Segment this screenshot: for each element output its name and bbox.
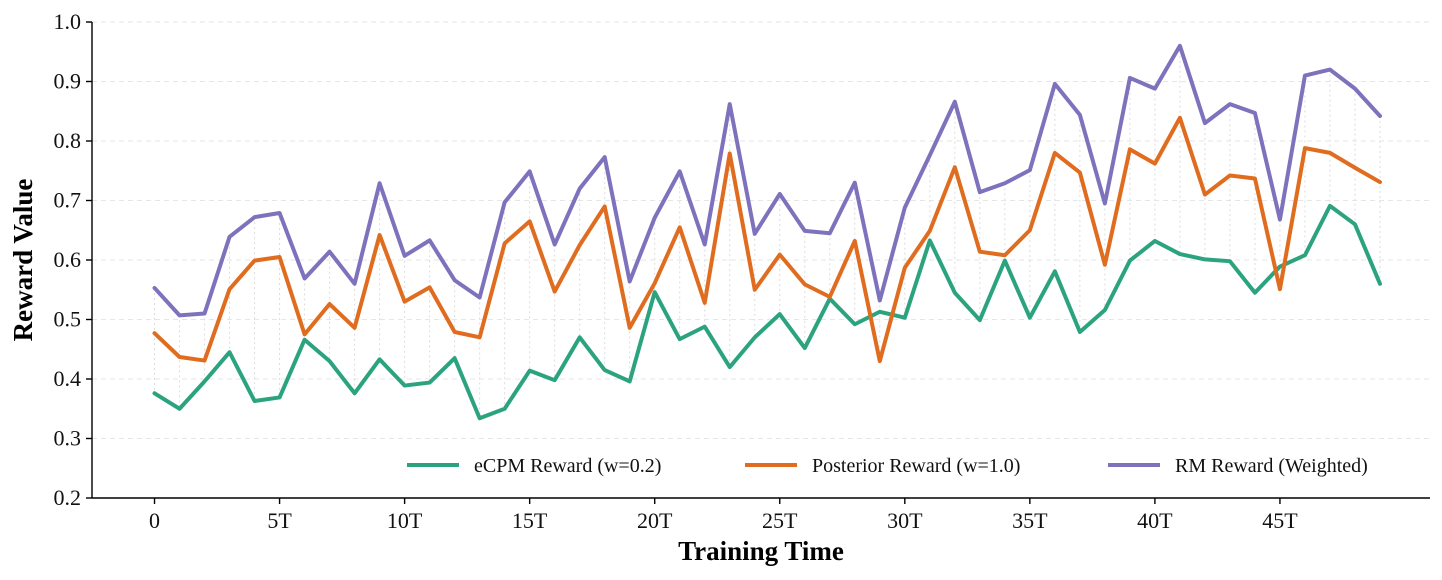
y-tick-label: 0.9: [54, 69, 82, 94]
y-axis-title: Reward Value: [8, 179, 38, 342]
x-tick-label: 30T: [887, 508, 923, 533]
legend-label-2: Posterior Reward (w=1.0): [812, 455, 1020, 477]
x-tick-label: 15T: [512, 508, 548, 533]
y-tick-label: 0.5: [54, 307, 82, 332]
x-tick-label: 35T: [1012, 508, 1048, 533]
y-tick-label: 1.0: [54, 9, 82, 34]
series-lines: [152, 43, 1382, 421]
legend-label-1: eCPM Reward (w=0.2): [474, 455, 661, 477]
x-tick-label: 45T: [1262, 508, 1298, 533]
x-tick-label: 40T: [1137, 508, 1173, 533]
series-line-1: [152, 203, 1382, 421]
x-tick-label: 0: [149, 508, 160, 533]
x-tick-label: 10T: [387, 508, 423, 533]
y-tick-label: 0.6: [54, 247, 82, 272]
x-axis-title: Training Time: [678, 536, 844, 566]
y-tick-label: 0.7: [54, 188, 82, 213]
y-tick-label: 0.2: [54, 485, 82, 510]
y-tick-label: 0.3: [54, 426, 82, 451]
y-tick-label: 0.8: [54, 128, 82, 153]
ticks: 0.2 0.3 0.4 0.5 0.6 0.7 0.8 0.9 1.0 0 5T 10T 15T 20T 2…: [54, 9, 1299, 533]
legend: eCPM Reward (w=0.2) Posterior Reward (w=1…: [407, 455, 1368, 477]
series-line-2: [152, 115, 1382, 364]
y-tick-label: 0.4: [54, 366, 82, 391]
x-tick-label: 20T: [637, 508, 673, 533]
series-line-3: [152, 43, 1382, 318]
x-tick-label: 25T: [762, 508, 798, 533]
x-tick-label: 5T: [267, 508, 292, 533]
grid: [92, 21, 1430, 439]
legend-label-3: RM Reward (Weighted): [1175, 455, 1368, 477]
